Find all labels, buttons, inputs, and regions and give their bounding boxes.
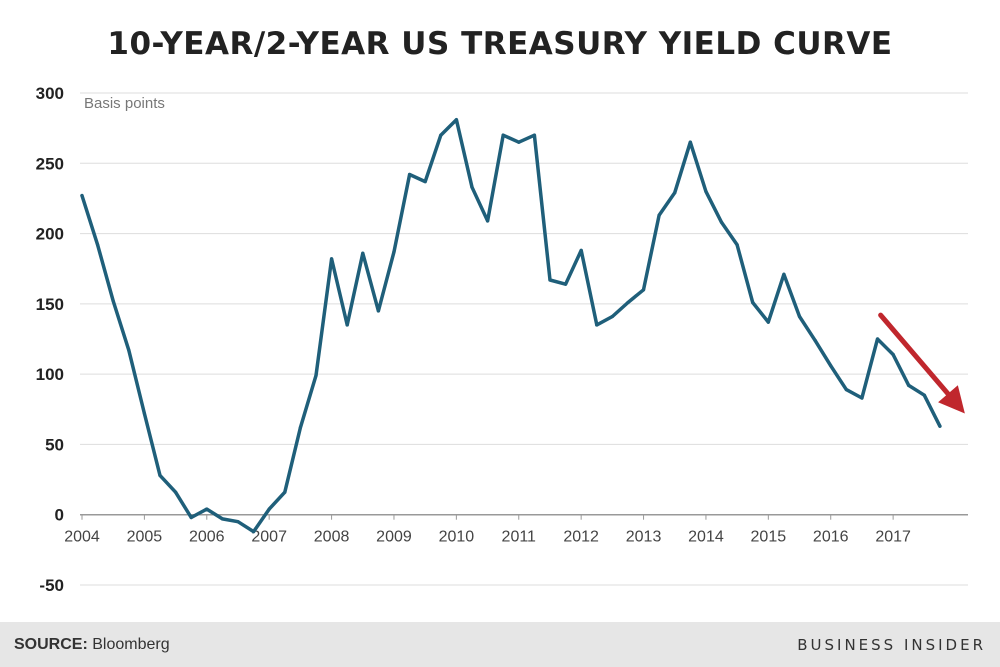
data-point	[922, 393, 926, 397]
x-tick-label: 2006	[189, 529, 225, 546]
data-point	[205, 507, 209, 511]
x-tick-label: 2005	[127, 529, 163, 546]
arrow-head	[938, 385, 965, 414]
chart-series	[80, 117, 942, 534]
y-tick-label: 50	[45, 435, 64, 454]
y-tick-label: -50	[39, 576, 64, 595]
data-point	[189, 515, 193, 520]
x-axis-ticks: 2004 2005 2006 2007 2008 2009 2010 2011 2012 2013…	[64, 514, 911, 546]
x-tick-label: 2007	[251, 529, 287, 546]
brand-logo: BUSINESS INSIDER	[797, 636, 986, 654]
y-tick-label: 100	[36, 365, 64, 384]
data-point	[548, 278, 552, 282]
data-point	[158, 473, 162, 477]
x-tick-label: 2008	[314, 529, 350, 546]
data-point	[860, 396, 864, 400]
data-point	[579, 248, 583, 253]
y-tick-label: 300	[36, 84, 64, 103]
data-point	[314, 373, 318, 378]
data-point	[532, 133, 536, 137]
data-point	[907, 383, 911, 387]
data-point	[423, 179, 427, 184]
data-point	[361, 251, 365, 255]
x-tick-label: 2016	[813, 529, 849, 546]
trend-arrow-annotation	[878, 312, 965, 414]
x-tick-label: 2009	[376, 529, 412, 546]
y-axis-label: Basis points	[84, 95, 165, 112]
data-point	[376, 309, 380, 313]
data-point	[439, 133, 443, 137]
x-tick-label: 2011	[502, 529, 537, 546]
x-tick-label: 2004	[64, 529, 100, 546]
series-line	[80, 117, 942, 534]
x-tick-label: 2012	[563, 529, 599, 546]
data-point	[875, 337, 880, 341]
data-point	[485, 219, 490, 223]
data-point	[735, 243, 739, 247]
x-tick-label: 2013	[626, 529, 662, 546]
data-point	[673, 191, 677, 195]
data-point	[329, 257, 334, 261]
data-point	[751, 300, 755, 305]
chart-title: 10-YEAR/2-YEAR US TREASURY YIELD CURVE	[107, 26, 893, 62]
data-point	[517, 140, 521, 144]
data-point	[891, 352, 895, 357]
data-point	[298, 425, 302, 430]
data-point	[111, 299, 115, 303]
data-point	[829, 364, 833, 368]
x-tick-label: 2017	[875, 529, 911, 546]
source-label: SOURCE:	[14, 636, 88, 653]
y-tick-label: 150	[36, 295, 64, 314]
data-point	[220, 517, 224, 521]
data-point	[454, 118, 458, 122]
data-point	[142, 411, 146, 416]
data-point	[595, 323, 599, 327]
data-point	[657, 213, 661, 217]
y-tick-label: 0	[55, 506, 64, 525]
data-point	[251, 529, 256, 534]
data-point	[641, 288, 646, 292]
source-value: Bloomberg	[92, 636, 170, 653]
x-tick-label: 2014	[688, 529, 724, 546]
data-point	[782, 272, 786, 276]
data-point	[704, 189, 708, 193]
data-point	[501, 133, 505, 137]
data-point	[688, 140, 692, 144]
data-point	[267, 507, 271, 511]
x-tick-label: 2015	[751, 529, 787, 546]
data-point	[345, 323, 349, 327]
data-point	[407, 172, 412, 177]
data-point	[610, 314, 614, 319]
arrow-shaft	[878, 312, 951, 397]
data-point	[766, 320, 770, 324]
data-point	[844, 388, 848, 392]
data-point	[563, 282, 568, 286]
data-point	[626, 300, 630, 305]
data-point	[470, 185, 474, 189]
data-point	[80, 194, 84, 198]
data-point	[95, 243, 100, 247]
data-point	[236, 520, 240, 524]
chart-grid	[80, 92, 968, 586]
data-point	[392, 250, 396, 254]
data-point	[127, 348, 131, 352]
source-note: SOURCE: Bloomberg	[14, 636, 170, 654]
data-point	[938, 424, 942, 428]
y-tick-label: 200	[36, 225, 64, 244]
y-axis-ticks: 300 250 200 150 100 50 0 -50	[36, 84, 64, 595]
data-point	[813, 338, 817, 343]
x-tick-label: 2010	[439, 529, 475, 546]
data-point	[283, 490, 287, 494]
data-point	[173, 490, 178, 494]
y-tick-label: 250	[36, 154, 64, 173]
footer-bar: SOURCE: Bloomberg BUSINESS INSIDER	[0, 622, 1000, 667]
data-point	[719, 220, 724, 224]
data-point	[797, 314, 802, 319]
